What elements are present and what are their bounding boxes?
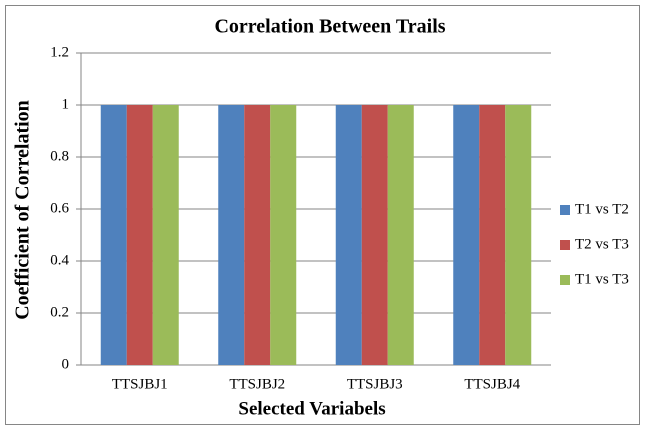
bar bbox=[270, 105, 297, 365]
y-tick-label: 0.8 bbox=[50, 148, 69, 164]
bar bbox=[361, 105, 388, 365]
bar bbox=[335, 105, 362, 365]
bar bbox=[244, 105, 271, 365]
x-tick-label: TTSJBJ4 bbox=[464, 376, 520, 392]
y-tick-label: 0.4 bbox=[50, 252, 69, 268]
y-tick-label: 0 bbox=[62, 356, 70, 372]
y-tick-label: 1 bbox=[62, 96, 70, 112]
bar bbox=[453, 105, 480, 365]
bar bbox=[505, 105, 532, 365]
bar bbox=[100, 105, 127, 365]
legend-swatch bbox=[560, 205, 570, 215]
y-axis-label: Coefficient of Correlation bbox=[12, 100, 34, 320]
y-tick-label: 1.2 bbox=[50, 44, 69, 60]
x-tick-label: TTSJBJ1 bbox=[112, 376, 168, 392]
x-tick-label: TTSJBJ2 bbox=[229, 376, 285, 392]
chart-title: Correlation Between Trails bbox=[214, 16, 445, 38]
legend-label: T2 vs T3 bbox=[575, 236, 629, 252]
x-tick-label: TTSJBJ3 bbox=[347, 376, 403, 392]
legend-label: T1 vs T3 bbox=[575, 271, 629, 287]
x-axis-label: Selected Variabels bbox=[238, 398, 385, 419]
bar bbox=[126, 105, 153, 365]
y-tick-label: 0.2 bbox=[50, 304, 69, 320]
bar bbox=[218, 105, 245, 365]
chart-border bbox=[5, 5, 640, 425]
bar bbox=[479, 105, 506, 365]
legend-swatch bbox=[560, 275, 570, 285]
bar bbox=[387, 105, 414, 365]
legend-swatch bbox=[560, 240, 570, 250]
bar bbox=[152, 105, 179, 365]
legend-label: T1 vs T2 bbox=[575, 201, 629, 217]
y-tick-label: 0.6 bbox=[50, 200, 69, 216]
